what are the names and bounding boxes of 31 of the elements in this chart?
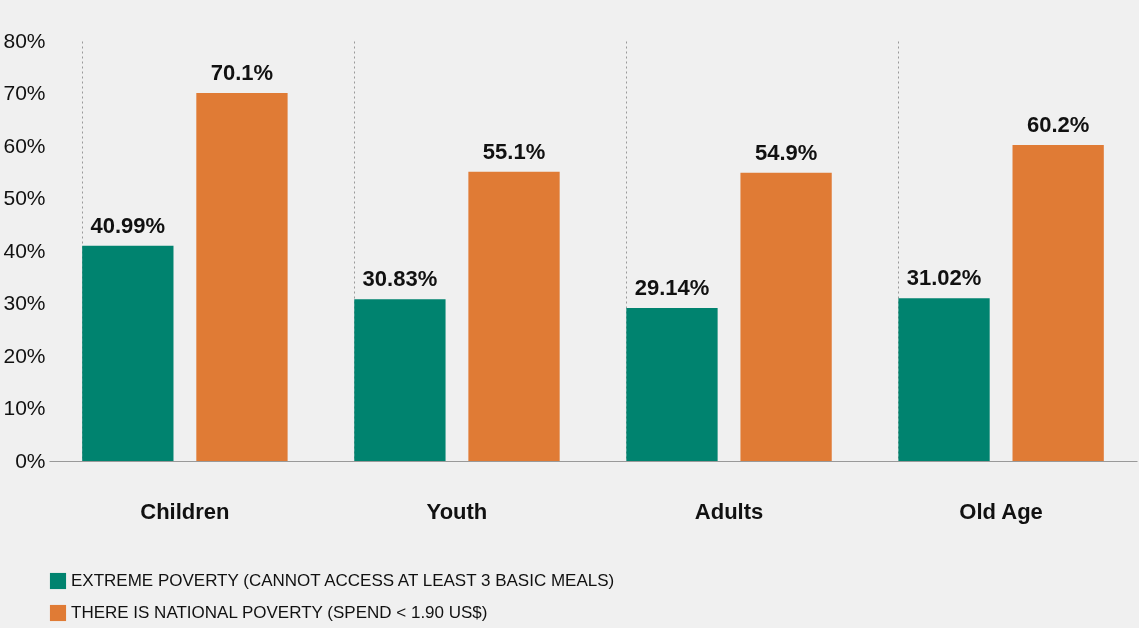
legend-label: EXTREME POVERTY (CANNOT ACCESS AT LEAST 3 BASIC MEALS) [71, 571, 615, 590]
data-label: 60.2% [1026, 111, 1090, 137]
data-label: 70.1% [210, 59, 274, 85]
bar [1012, 144, 1104, 461]
data-label: 30.83% [362, 266, 438, 292]
x-tick-label: Old Age [959, 498, 1043, 524]
x-tick-label: Youth [426, 498, 488, 524]
y-tick-label: 80% [3, 28, 46, 52]
y-tick-label: 50% [3, 186, 46, 209]
y-tick-label: 0% [15, 448, 46, 472]
data-label: 29.14% [634, 275, 710, 301]
y-tick-label: 30% [3, 291, 46, 314]
x-tick-label: Children [140, 498, 230, 524]
bar [898, 298, 990, 461]
data-label: 31.02% [906, 265, 982, 291]
y-tick-label: 10% [3, 396, 46, 419]
bar [196, 92, 288, 461]
y-tick-label: 20% [3, 343, 46, 367]
legend-label: THERE IS NATIONAL POVERTY (SPEND < 1.90 US$) [71, 603, 488, 622]
bar [468, 171, 560, 461]
bar [626, 308, 718, 461]
y-tick-label: 70% [3, 81, 46, 104]
bar [82, 245, 174, 461]
x-tick-label: Adults [694, 498, 764, 524]
bar [740, 172, 832, 461]
data-label: 54.9% [754, 139, 818, 165]
bar [354, 299, 446, 461]
y-tick-label: 40% [3, 238, 46, 262]
data-label: 55.1% [482, 138, 546, 164]
y-tick-label: 60% [3, 133, 46, 157]
data-label: 40.99% [90, 212, 166, 238]
